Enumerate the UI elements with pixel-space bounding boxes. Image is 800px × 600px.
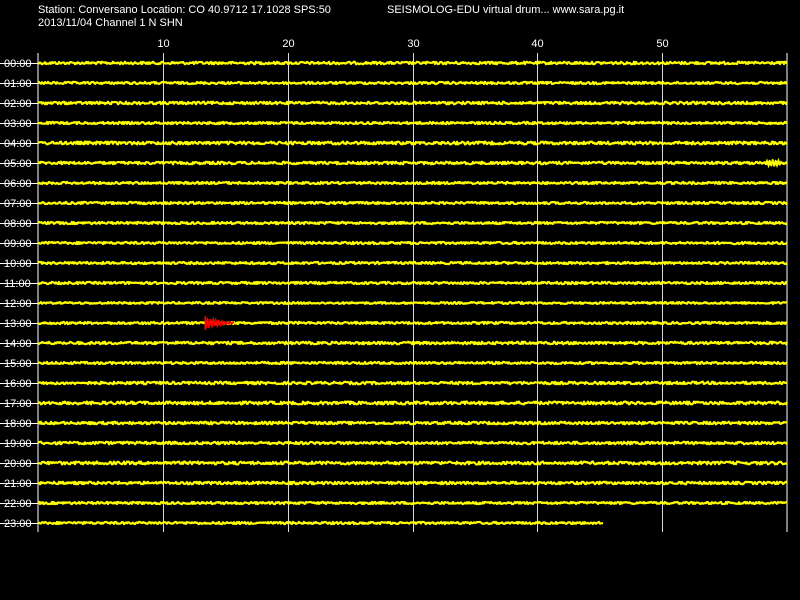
seismic-event-0500 bbox=[761, 157, 785, 169]
trace-0400 bbox=[37, 140, 788, 146]
hour-label: 00:00 bbox=[4, 58, 32, 70]
hour-label: 17:00 bbox=[4, 398, 32, 410]
seismic-events bbox=[204, 157, 785, 330]
trace-1200 bbox=[37, 300, 788, 306]
seismic-event-1300 bbox=[204, 316, 235, 330]
hour-labels: 00:00 01:00 02:00 03:00 04:00 05:00 06:00 07:00… bbox=[4, 58, 32, 530]
hour-label: 01:00 bbox=[4, 78, 32, 90]
hour-label: 07:00 bbox=[4, 198, 32, 210]
trace-1300 bbox=[37, 320, 788, 326]
trace-1100 bbox=[37, 280, 788, 286]
trace-2100 bbox=[37, 480, 788, 486]
trace-0300 bbox=[37, 120, 788, 126]
hour-label: 09:00 bbox=[4, 238, 32, 250]
tick-label-40: 40 bbox=[531, 38, 543, 50]
trace-0700 bbox=[37, 200, 788, 206]
trace-2000 bbox=[37, 460, 788, 466]
trace-1400 bbox=[37, 340, 789, 346]
hour-label: 04:00 bbox=[4, 138, 32, 150]
hour-label: 10:00 bbox=[4, 258, 32, 270]
trace-0900 bbox=[37, 240, 788, 246]
hour-label: 23:00 bbox=[4, 518, 32, 530]
hour-label: 03:00 bbox=[4, 118, 32, 130]
hour-label: 22:00 bbox=[4, 498, 32, 510]
hour-label: 14:00 bbox=[4, 338, 32, 350]
hour-label: 20:00 bbox=[4, 458, 32, 470]
hour-label: 16:00 bbox=[4, 378, 32, 390]
tick-label-10: 10 bbox=[157, 38, 169, 50]
trace-1700 bbox=[37, 400, 788, 406]
trace-0500 bbox=[37, 160, 788, 166]
trace-2300 bbox=[37, 520, 604, 526]
hour-label: 11:00 bbox=[4, 278, 31, 290]
hour-label: 08:00 bbox=[4, 218, 32, 230]
trace-1600 bbox=[37, 380, 788, 386]
hour-label: 06:00 bbox=[4, 178, 32, 190]
trace-0100 bbox=[37, 80, 788, 86]
minute-tick-labels: 10 20 30 40 50 bbox=[157, 38, 668, 50]
trace-1500 bbox=[37, 360, 788, 366]
trace-1800 bbox=[37, 420, 788, 426]
tick-label-20: 20 bbox=[282, 38, 294, 50]
app-title: SEISMOLOG-EDU virtual drum... www.sara.p… bbox=[387, 4, 625, 16]
trace-0000 bbox=[37, 60, 788, 66]
date-channel-info: 2013/11/04 Channel 1 N SHN bbox=[38, 17, 183, 29]
hour-label: 15:00 bbox=[4, 358, 32, 370]
seismic-traces bbox=[37, 60, 789, 526]
hour-label: 13:00 bbox=[4, 318, 32, 330]
tick-label-50: 50 bbox=[656, 38, 668, 50]
trace-1900 bbox=[37, 440, 788, 446]
hour-label: 19:00 bbox=[4, 438, 32, 450]
hour-label: 05:00 bbox=[4, 158, 32, 170]
trace-0800 bbox=[37, 220, 788, 226]
hour-label: 21:00 bbox=[4, 478, 32, 490]
trace-0200 bbox=[37, 100, 788, 106]
hour-label: 18:00 bbox=[4, 418, 32, 430]
tick-label-30: 30 bbox=[407, 38, 419, 50]
trace-2200 bbox=[37, 500, 788, 506]
station-info: Station: Conversano Location: CO 40.9712… bbox=[38, 4, 331, 16]
time-grid bbox=[0, 53, 788, 532]
trace-1000 bbox=[37, 260, 788, 266]
trace-0600 bbox=[37, 180, 788, 186]
hour-label: 12:00 bbox=[4, 298, 32, 310]
hour-label: 02:00 bbox=[4, 98, 32, 110]
